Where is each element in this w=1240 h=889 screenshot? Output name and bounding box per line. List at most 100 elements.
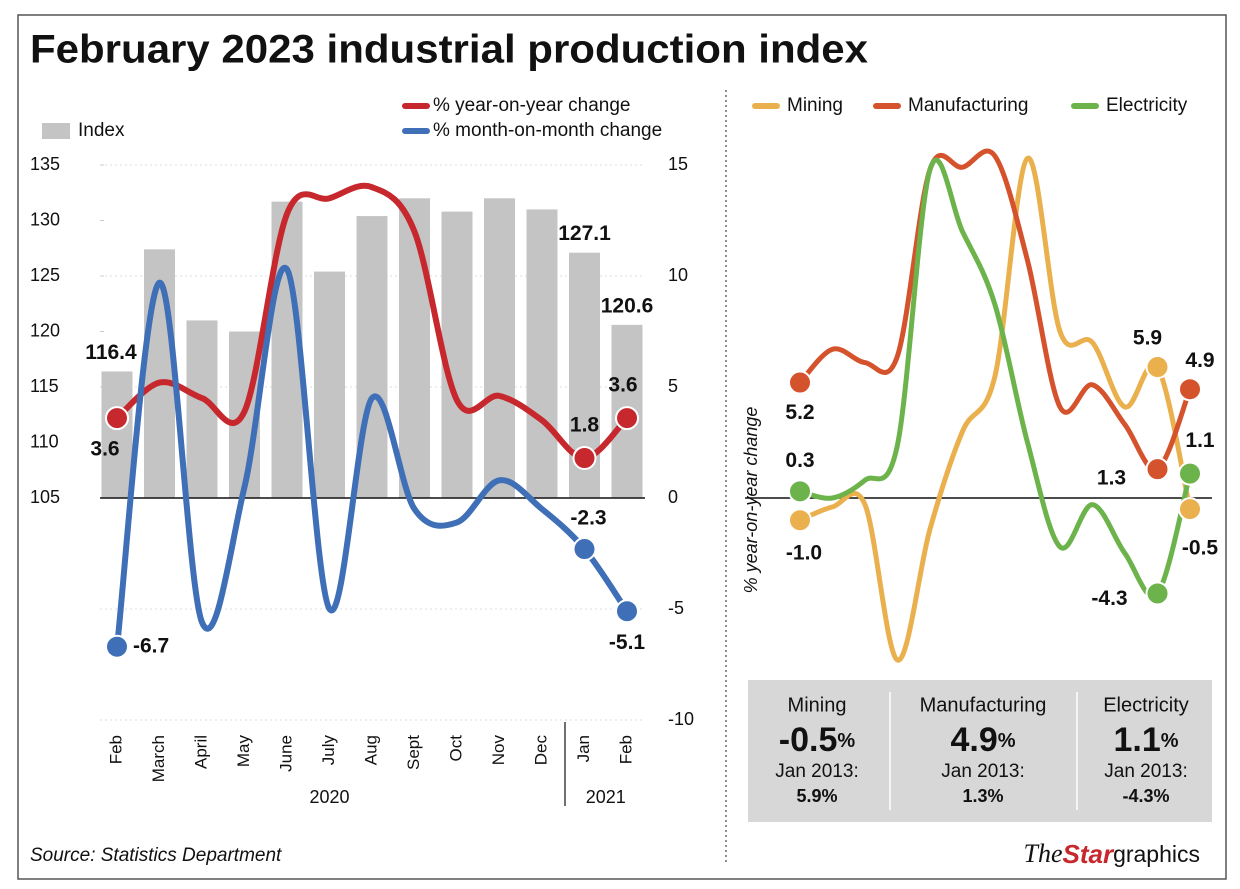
summary-compare-label: Jan 2013:: [941, 761, 1024, 782]
legend-swatch: [42, 123, 70, 139]
summary-value: 1.1%: [1113, 721, 1178, 759]
series-line: [797, 155, 1193, 663]
summary-value: 4.9%: [950, 721, 1015, 759]
x-tick-label: Sept: [404, 735, 423, 770]
x-tick-label: Nov: [489, 735, 508, 766]
bar: [484, 198, 515, 499]
y2-tick-label: 15: [668, 154, 688, 174]
legend-label: Electricity: [1106, 95, 1188, 116]
x-tick-label: Jan: [574, 735, 593, 762]
y-tick-label: 135: [30, 154, 60, 174]
x-tick-label: Aug: [361, 735, 380, 765]
x-tick-label: March: [149, 735, 168, 782]
data-label: -2.3: [570, 507, 606, 530]
legend-label: % month-on-month change: [433, 120, 662, 141]
data-label: -1.0: [786, 542, 822, 565]
x-tick-label: Feb: [106, 735, 125, 764]
x-tick-label: April: [191, 735, 210, 769]
summary-number: 4.9: [950, 721, 997, 759]
data-label: 5.2: [785, 401, 814, 424]
data-label: 1.8: [570, 414, 600, 437]
bar: [101, 371, 133, 498]
point-marker: [615, 599, 639, 624]
data-label: 0.3: [785, 449, 814, 472]
summary-unit: %: [1161, 730, 1179, 752]
point-marker: [1178, 497, 1202, 522]
summary-unit: %: [998, 730, 1016, 752]
series-line: [114, 182, 630, 462]
point-marker: [615, 406, 639, 431]
point-marker: [1145, 581, 1170, 606]
y2-tick-label: 10: [668, 265, 688, 285]
x-tick-label: Feb: [616, 735, 635, 764]
y-tick-label: 105: [30, 487, 60, 507]
y-tick-label: 110: [30, 431, 59, 451]
summary-unit: %: [837, 730, 855, 752]
summary-compare-label: Jan 2013:: [1104, 761, 1187, 782]
y2-tick-label: -5: [668, 598, 684, 618]
point-marker: [1178, 461, 1202, 486]
y-axis-label: % year-on-year change: [741, 407, 761, 594]
summary-compare-label: Jan 2013:: [775, 761, 858, 782]
data-label: 120.6: [601, 294, 654, 317]
x-tick-label: July: [319, 735, 338, 766]
y2-tick-label: 0: [668, 487, 678, 507]
data-label: 3.6: [608, 374, 637, 397]
x-group-label: 2021: [586, 787, 626, 807]
x-group-label: 2020: [309, 787, 349, 807]
point-marker: [1178, 377, 1202, 402]
series-line: [797, 157, 1193, 599]
point-marker: [1145, 457, 1170, 482]
legend-label: Manufacturing: [908, 95, 1028, 116]
point-marker: [1145, 355, 1170, 380]
y-tick-label: 130: [30, 209, 60, 229]
data-label: 127.1: [558, 222, 611, 245]
bar: [526, 209, 558, 498]
point-marker: [105, 406, 129, 431]
point-marker: [105, 634, 129, 659]
data-label: -6.7: [133, 634, 169, 657]
summary-compare-value: -4.3%: [1122, 786, 1169, 806]
data-label: -5.1: [609, 631, 646, 654]
point-marker: [572, 446, 597, 471]
point-marker: [788, 370, 812, 395]
credit-part: Star: [1062, 839, 1114, 869]
y-tick-label: 125: [30, 265, 60, 285]
data-label: 4.9: [1185, 349, 1214, 372]
summary-name: Manufacturing: [920, 694, 1047, 716]
y-tick-label: 120: [30, 320, 60, 340]
series-line: [114, 264, 630, 650]
x-tick-label: May: [234, 735, 253, 768]
legend-label: Mining: [787, 95, 843, 116]
summary-name: Mining: [788, 694, 847, 716]
source: Source: Statistics Department: [30, 845, 282, 866]
y2-tick-label: 5: [668, 376, 678, 396]
point-marker: [788, 508, 812, 533]
summary-compare-value: 1.3%: [962, 786, 1003, 806]
bar: [441, 211, 473, 498]
legend-label: Index: [78, 120, 125, 141]
point-marker: [788, 479, 812, 504]
bar: [144, 249, 175, 498]
credit-part: graphics: [1113, 841, 1200, 867]
y-tick-label: 115: [30, 376, 59, 396]
series-line: [797, 148, 1193, 473]
credit-part: The: [1023, 839, 1062, 868]
bar: [314, 271, 345, 498]
title: February 2023 industrial production inde…: [30, 28, 868, 72]
summary-name: Electricity: [1103, 694, 1189, 716]
credit: TheStargraphics: [1023, 839, 1200, 869]
data-label: 116.4: [85, 341, 137, 364]
bar: [399, 198, 430, 499]
data-label: -0.5: [1182, 537, 1219, 560]
x-tick-label: June: [276, 735, 295, 772]
y2-tick-label: -10: [668, 709, 694, 729]
summary-value: -0.5%: [779, 721, 856, 759]
data-label: 1.3: [1097, 467, 1126, 490]
summary-box: [748, 680, 1212, 822]
data-label: 5.9: [1133, 327, 1162, 350]
x-tick-label: Dec: [531, 735, 550, 766]
legend-label: % year-on-year change: [433, 95, 631, 116]
data-label: 3.6: [90, 438, 119, 461]
